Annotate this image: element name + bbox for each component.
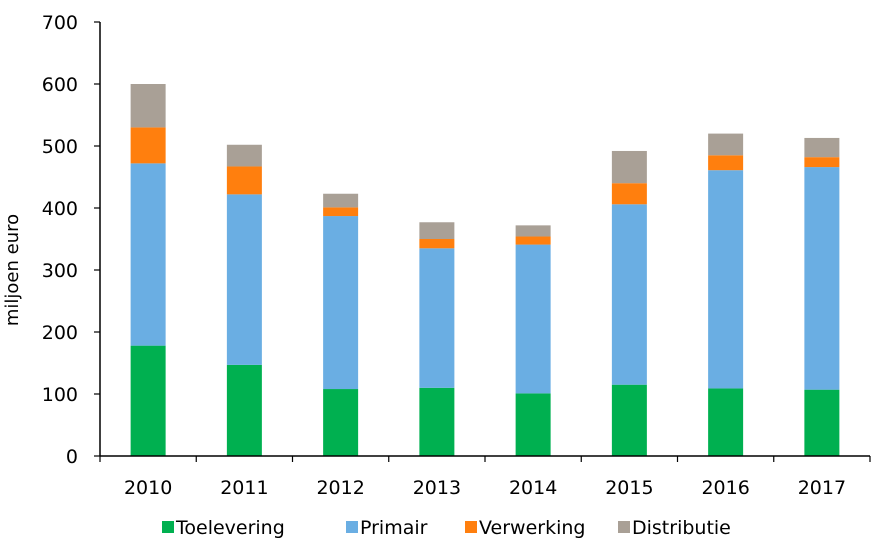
legend-label-distributie: Distributie	[632, 517, 731, 539]
x-tick-label: 2016	[701, 477, 749, 499]
bar-toelevering-2016	[708, 388, 744, 456]
x-tick-label: 2015	[605, 477, 653, 499]
y-tick-label: 400	[42, 198, 78, 220]
bar-verwerking-2013	[419, 239, 455, 249]
bar-verwerking-2017	[804, 157, 840, 168]
bar-primair-2013	[419, 248, 455, 388]
legend-label-primair: Primair	[360, 517, 428, 539]
bar-verwerking-2015	[611, 183, 647, 205]
x-tick-label: 2013	[413, 477, 461, 499]
y-tick-label: 200	[42, 322, 78, 344]
legend-swatch-primair	[346, 521, 358, 533]
bar-distributie-2017	[804, 137, 840, 158]
y-tick-label: 100	[42, 384, 78, 406]
bar-primair-2014	[515, 244, 551, 394]
bar-distributie-2011	[226, 144, 262, 167]
bars-layer	[130, 84, 840, 456]
bar-toelevering-2010	[130, 345, 166, 456]
legend: Toelevering Primair Verwerking Distributie	[162, 517, 731, 539]
y-tick-label: 0	[66, 446, 78, 468]
x-tick-label: 2014	[509, 477, 557, 499]
y-axis-title: miljoen euro	[2, 214, 23, 326]
y-tick-label: 500	[42, 136, 78, 158]
bar-verwerking-2011	[226, 166, 262, 195]
bar-distributie-2014	[515, 225, 551, 237]
y-tick-label: 700	[42, 12, 78, 34]
y-tick-label: 300	[42, 260, 78, 282]
x-tick-label: 2012	[316, 477, 364, 499]
x-tick-label: 2017	[798, 477, 846, 499]
legend-swatch-toelevering	[162, 521, 174, 533]
legend-label-verwerking: Verwerking	[479, 517, 585, 539]
bar-distributie-2012	[323, 193, 359, 208]
legend-swatch-distributie	[618, 521, 630, 533]
legend-label-toelevering: Toelevering	[175, 517, 285, 539]
bar-toelevering-2011	[226, 364, 262, 456]
bar-primair-2012	[323, 216, 359, 390]
bar-verwerking-2014	[515, 236, 551, 245]
bar-verwerking-2010	[130, 127, 166, 164]
bar-primair-2016	[708, 170, 744, 389]
bar-toelevering-2014	[515, 393, 551, 456]
bar-toelevering-2012	[323, 389, 359, 456]
x-axis-ticks: 2010 2011 2012 2013 2014 2015 2016 2017	[99, 456, 871, 499]
bar-distributie-2016	[708, 133, 744, 156]
bar-primair-2010	[130, 163, 166, 346]
bar-distributie-2013	[419, 222, 455, 239]
bar-toelevering-2015	[611, 384, 647, 456]
bar-primair-2017	[804, 167, 840, 390]
bar-distributie-2010	[130, 84, 166, 128]
bar-verwerking-2016	[708, 155, 744, 171]
y-tick-label: 600	[42, 74, 78, 96]
bar-toelevering-2017	[804, 389, 840, 456]
legend-swatch-verwerking	[465, 521, 477, 533]
x-tick-label: 2010	[124, 477, 172, 499]
bar-distributie-2015	[611, 150, 647, 184]
y-axis-ticks: 0 100 200 300 400 500 600 700	[42, 12, 100, 468]
bar-toelevering-2013	[419, 387, 455, 456]
bar-primair-2011	[226, 194, 262, 365]
bar-verwerking-2012	[323, 207, 359, 217]
bar-primair-2015	[611, 204, 647, 385]
x-tick-label: 2011	[220, 477, 268, 499]
